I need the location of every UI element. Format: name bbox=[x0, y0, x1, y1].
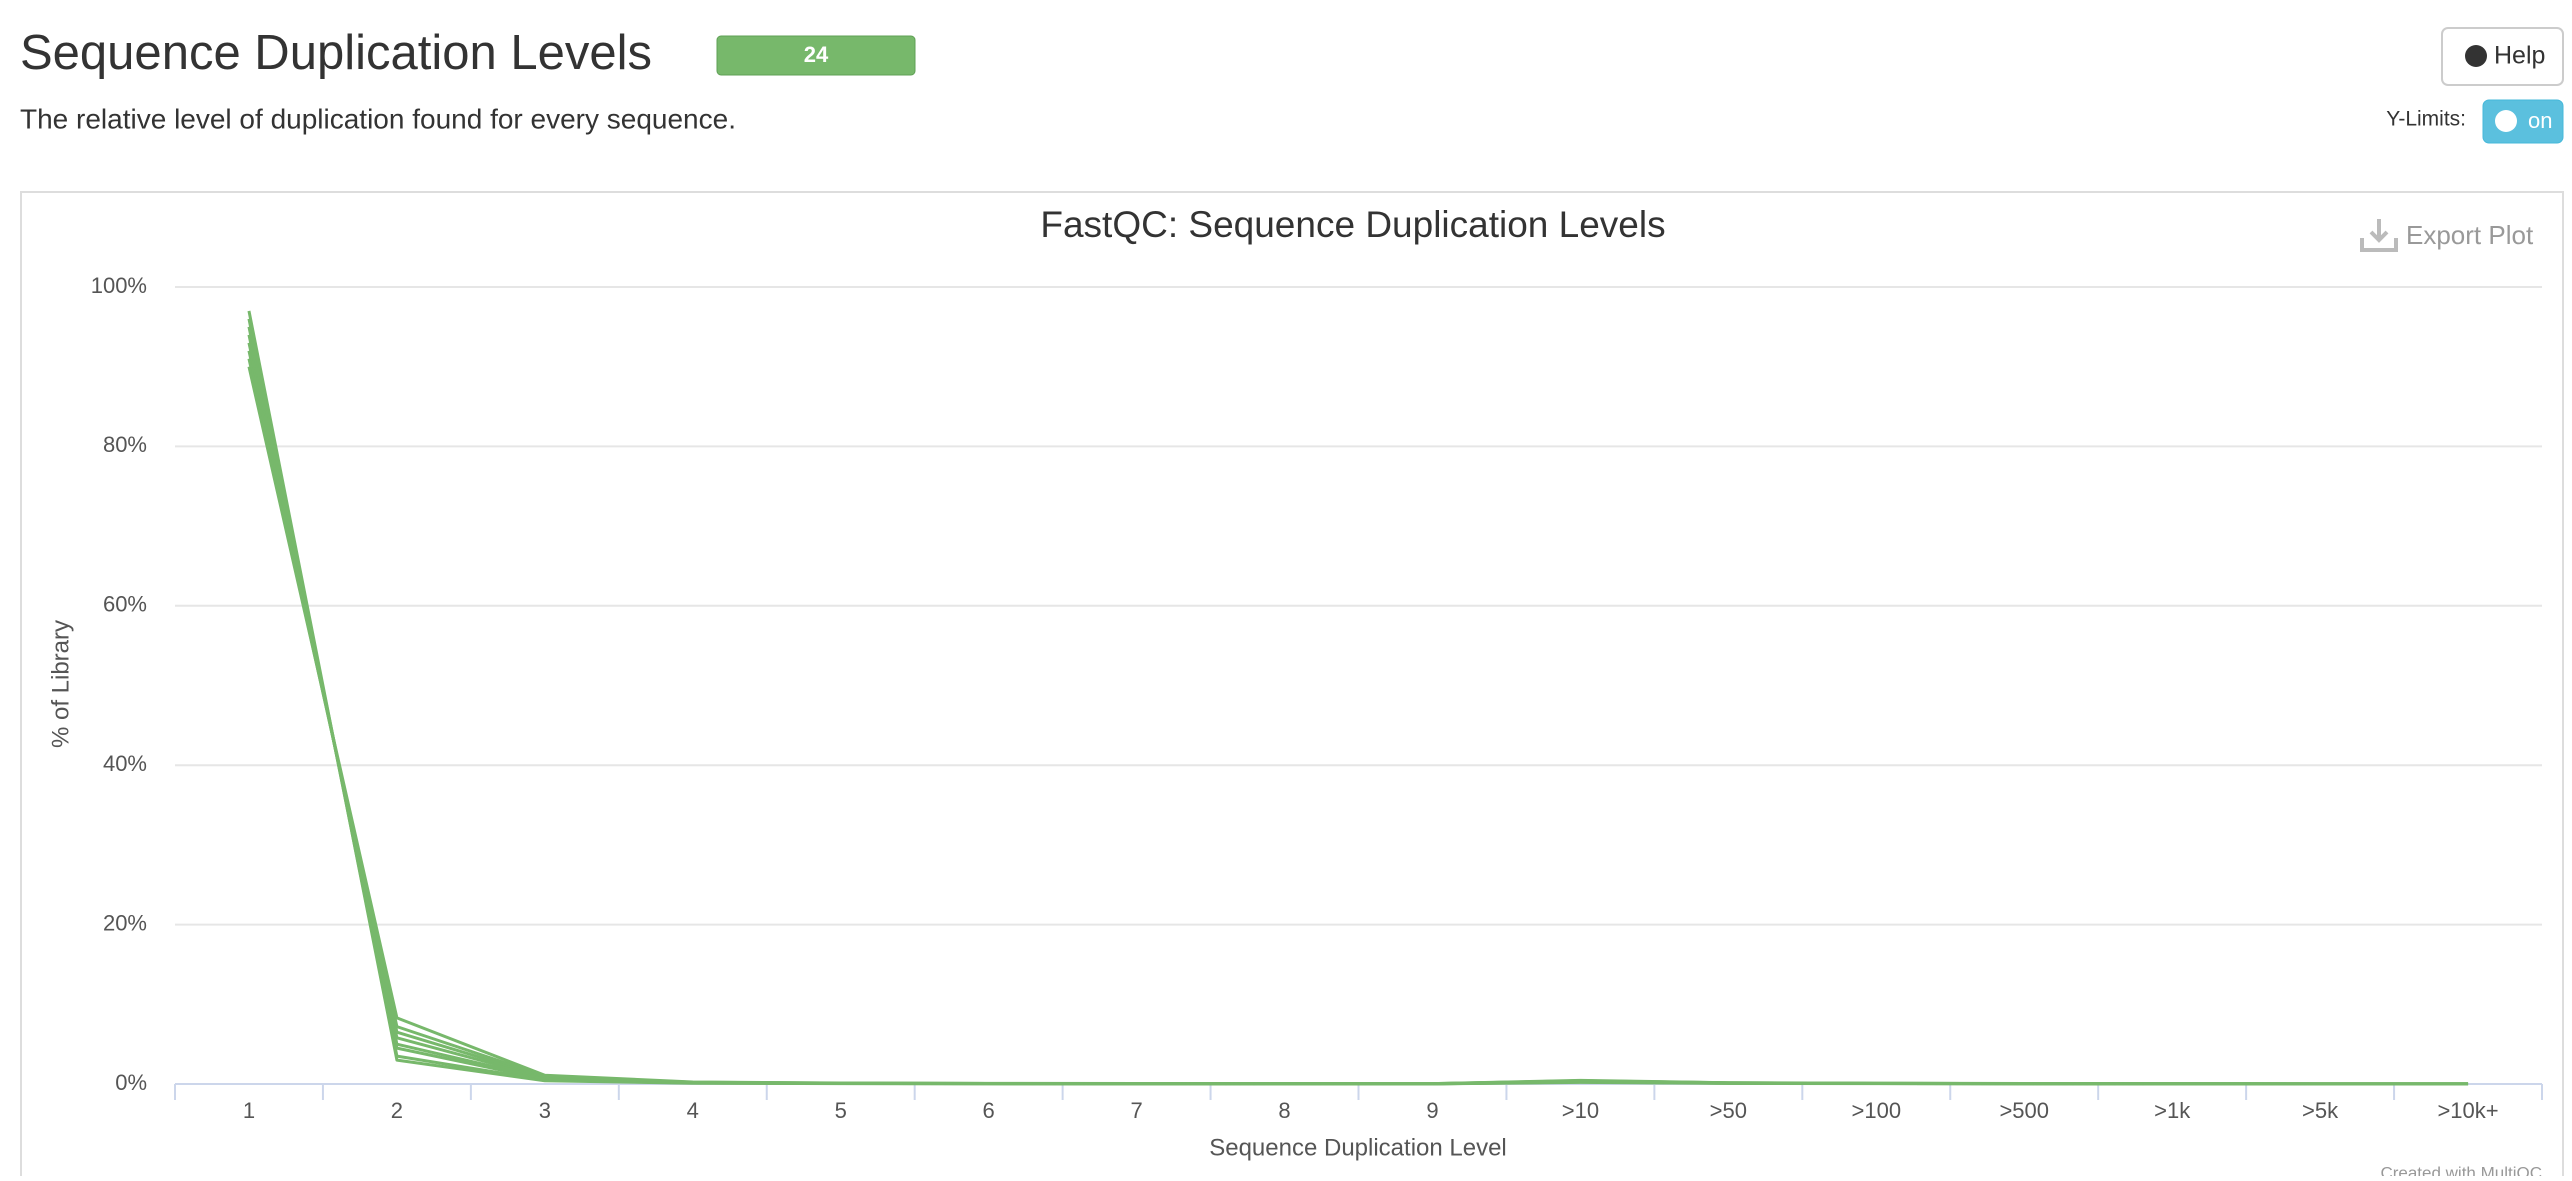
y-tick-label: 100% bbox=[91, 273, 147, 298]
y-tick-label: 20% bbox=[103, 910, 147, 935]
export-button[interactable]: Export Plot bbox=[2360, 219, 2534, 252]
y-axis-title: % of Library bbox=[47, 620, 74, 748]
x-tick-label: 8 bbox=[1278, 1098, 1290, 1123]
x-tick-label: 3 bbox=[539, 1098, 551, 1123]
x-tick-label: 7 bbox=[1130, 1098, 1142, 1123]
toggle-knob bbox=[2495, 110, 2517, 132]
series-line bbox=[247, 366, 2469, 1086]
x-tick-label: 4 bbox=[687, 1098, 699, 1123]
x-axis-title: Sequence Duplication Level bbox=[1209, 1134, 1507, 1161]
x-tick-label: >100 bbox=[1852, 1098, 1902, 1123]
y-tick-label: 80% bbox=[103, 432, 147, 457]
ylimits-label: Y-Limits: bbox=[2386, 108, 2466, 131]
x-tick-label: >50 bbox=[1710, 1098, 1747, 1123]
help-icon bbox=[2465, 45, 2487, 67]
badge bbox=[716, 35, 916, 76]
description: The relative level of duplication found … bbox=[20, 103, 736, 134]
help-button[interactable]: Help bbox=[2441, 27, 2564, 86]
y-tick-label: 60% bbox=[103, 592, 147, 617]
x-tick-label: >5k bbox=[2302, 1098, 2339, 1123]
x-tick-label: 6 bbox=[983, 1098, 995, 1123]
credit: Created with MultiQC bbox=[2380, 1163, 2542, 1176]
export-icon bbox=[2360, 219, 2398, 252]
export-label[interactable]: Export Plot bbox=[2406, 220, 2534, 250]
x-tick-label: >10 bbox=[1562, 1098, 1599, 1123]
help-label[interactable]: Help bbox=[2494, 42, 2545, 70]
section-title: Sequence Duplication Levels bbox=[20, 26, 652, 80]
ylimits-toggle[interactable]: on bbox=[2482, 99, 2564, 144]
x-tick-label: >500 bbox=[1999, 1098, 2049, 1123]
help-button-box[interactable] bbox=[2441, 27, 2564, 86]
y-tick-label: 0% bbox=[115, 1070, 147, 1095]
toggle-label[interactable]: on bbox=[2528, 108, 2552, 133]
x-tick-label: >10k+ bbox=[2437, 1098, 2498, 1123]
chart-title: FastQC: Sequence Duplication Levels bbox=[1040, 204, 1665, 245]
badge-text: 24 bbox=[804, 42, 829, 67]
x-tick-label: 5 bbox=[835, 1098, 847, 1123]
x-tick-label: 2 bbox=[391, 1098, 403, 1123]
y-tick-label: 40% bbox=[103, 751, 147, 776]
x-tick-label: 1 bbox=[243, 1098, 255, 1123]
plot-box bbox=[20, 191, 2564, 1181]
x-tick-label: 9 bbox=[1426, 1098, 1438, 1123]
x-tick-label: >1k bbox=[2154, 1098, 2191, 1123]
